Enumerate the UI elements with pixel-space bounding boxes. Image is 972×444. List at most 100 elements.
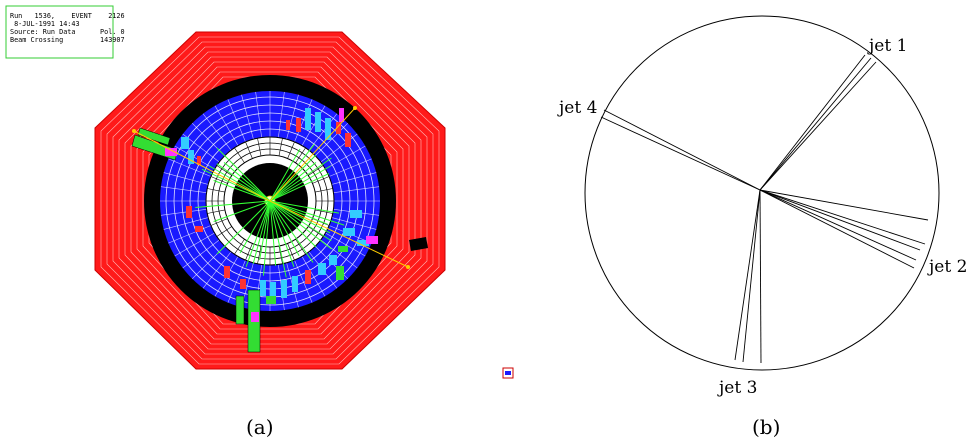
calorimeter-spoke xyxy=(301,256,326,297)
tracker-segment xyxy=(295,239,306,255)
track-line xyxy=(269,200,345,226)
calorimeter-spoke xyxy=(255,91,262,138)
track-line xyxy=(223,162,271,202)
track-line xyxy=(213,200,271,222)
track-line xyxy=(252,200,271,264)
calorimeter-spoke xyxy=(325,232,366,257)
jet-label-4: jet 4 xyxy=(557,98,597,118)
jet-line xyxy=(759,54,866,191)
muon-chamber-stripes xyxy=(100,36,440,365)
calorimeter-spoke xyxy=(286,94,299,140)
jet-label-2: jet 2 xyxy=(927,257,967,277)
tracker-segments xyxy=(206,137,334,265)
run-info-line-2: 8-JUL-1991 14:43 xyxy=(10,20,80,28)
calorimeter-spoke xyxy=(320,133,358,163)
tracker-segment xyxy=(207,209,225,214)
jet-line xyxy=(600,116,761,191)
jet-line xyxy=(759,189,762,364)
tracker-segment xyxy=(308,165,324,176)
calorimeter-spokes xyxy=(160,91,380,311)
calorimeter-spoke xyxy=(333,186,380,193)
calorimeter-spoke xyxy=(320,239,358,269)
calorimeter-spoke xyxy=(308,113,338,151)
jet-line xyxy=(759,189,921,251)
run-info-line-4: Beam Crossing 143907 xyxy=(10,36,125,44)
track-line xyxy=(216,163,271,202)
track-line xyxy=(269,143,315,202)
tracker-segment xyxy=(287,141,295,159)
calorimeter-spoke xyxy=(202,113,232,151)
caption-a: (a) xyxy=(246,415,274,439)
tracker-segment xyxy=(234,239,245,255)
track-line xyxy=(269,148,301,202)
tracker-segment xyxy=(308,226,324,237)
track-line xyxy=(209,165,271,202)
calorimeter-spoke xyxy=(214,105,239,146)
track-line xyxy=(269,162,317,202)
calorimeter-spoke xyxy=(278,91,285,138)
track-line xyxy=(269,200,328,225)
calorimeter-spoke xyxy=(329,158,372,177)
track-line xyxy=(269,200,340,214)
tracker-segment xyxy=(245,243,253,261)
jet-label-3: jet 3 xyxy=(717,378,757,398)
calorimeter-spoke xyxy=(331,172,377,185)
event-display xyxy=(94,31,514,379)
calorimeter-spoke xyxy=(294,260,313,303)
calorimeter-spoke xyxy=(163,172,209,185)
tracker-segment xyxy=(278,138,283,156)
jet-label-1: jet 1 xyxy=(867,36,907,56)
calorimeter-spoke xyxy=(301,105,326,146)
energy-deposits xyxy=(131,108,378,353)
run-info-box: Run 1536, EVENT 2126 8-JUL-1991 14:43 So… xyxy=(5,5,125,59)
jet-line xyxy=(742,189,761,363)
track-line xyxy=(269,200,332,242)
calorimeter-spoke xyxy=(325,145,366,170)
run-info-line-3: Source: Run Data Pol. 0 xyxy=(10,28,125,36)
tracker-segment xyxy=(287,243,295,261)
jet-line xyxy=(603,109,761,191)
tracker-segment xyxy=(216,165,232,176)
tracker-segment xyxy=(210,176,228,184)
track-line xyxy=(269,165,331,202)
tracker-segment xyxy=(216,226,232,237)
calorimeter-spoke xyxy=(227,99,246,142)
calorimeter-spoke xyxy=(202,251,232,289)
jet-circle xyxy=(584,15,940,371)
track-line xyxy=(245,200,271,267)
tracker-segment xyxy=(234,147,245,163)
jet-line xyxy=(759,189,929,221)
display-logo-icon xyxy=(502,367,514,379)
jet-lines xyxy=(600,54,929,364)
muon-hit-block xyxy=(409,237,428,251)
tracker-segment xyxy=(278,246,283,264)
track-line xyxy=(269,200,277,266)
tracker-segment xyxy=(257,138,262,156)
calorimeter-spoke xyxy=(174,232,215,257)
track-line xyxy=(195,200,271,209)
tracker-segment xyxy=(295,147,306,163)
calorimeter-spoke xyxy=(163,217,209,230)
track-line xyxy=(213,180,271,202)
track-line xyxy=(262,200,271,276)
track-line xyxy=(269,200,314,263)
calorimeter-spoke xyxy=(168,225,211,244)
track-line xyxy=(269,200,287,278)
calorimeter-spoke xyxy=(241,94,254,140)
track-line xyxy=(269,200,317,248)
tracker-segment xyxy=(207,188,225,193)
track-line xyxy=(216,200,271,255)
track-line xyxy=(269,157,332,202)
calorimeter-spoke xyxy=(160,186,207,193)
calorimeter-spoke xyxy=(294,99,313,142)
calorimeter-spoke xyxy=(331,217,377,230)
calorimeter-spoke xyxy=(182,239,220,269)
jet-diagram: jet 1 jet 2 jet 3 jet 4 xyxy=(557,15,967,398)
track-line xyxy=(216,147,271,202)
tracker-segment xyxy=(315,209,333,214)
jet-line xyxy=(759,189,926,245)
track-line xyxy=(269,200,295,267)
jet-line xyxy=(759,189,915,269)
track-line xyxy=(239,200,271,254)
